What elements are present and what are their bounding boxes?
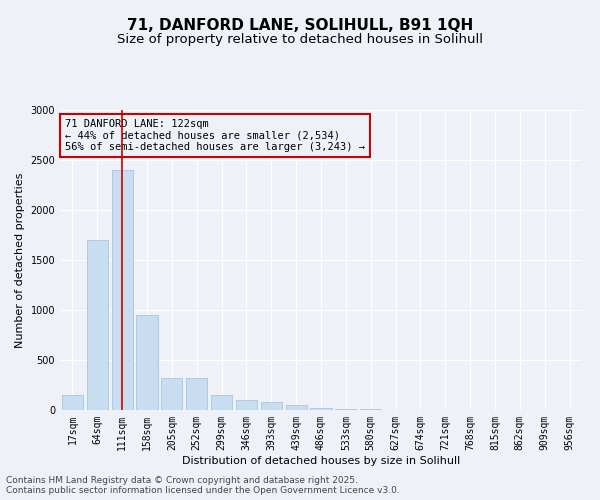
Bar [261, 402, 282, 410]
X-axis label: Distribution of detached houses by size in Solihull: Distribution of detached houses by size … [182, 456, 460, 466]
Bar [310, 408, 332, 410]
Bar [236, 400, 257, 410]
Bar [136, 315, 158, 410]
Bar [112, 170, 133, 410]
Bar [87, 240, 108, 410]
Text: 71, DANFORD LANE, SOLIHULL, B91 1QH: 71, DANFORD LANE, SOLIHULL, B91 1QH [127, 18, 473, 32]
Bar [211, 395, 232, 410]
Text: Size of property relative to detached houses in Solihull: Size of property relative to detached ho… [117, 32, 483, 46]
Bar [360, 409, 381, 410]
Bar [62, 395, 83, 410]
Bar [335, 409, 356, 410]
Text: Contains HM Land Registry data © Crown copyright and database right 2025.
Contai: Contains HM Land Registry data © Crown c… [6, 476, 400, 495]
Bar [286, 405, 307, 410]
Text: 71 DANFORD LANE: 122sqm
← 44% of detached houses are smaller (2,534)
56% of semi: 71 DANFORD LANE: 122sqm ← 44% of detache… [65, 119, 365, 152]
Bar [161, 378, 182, 410]
Bar [186, 378, 207, 410]
Y-axis label: Number of detached properties: Number of detached properties [15, 172, 25, 348]
